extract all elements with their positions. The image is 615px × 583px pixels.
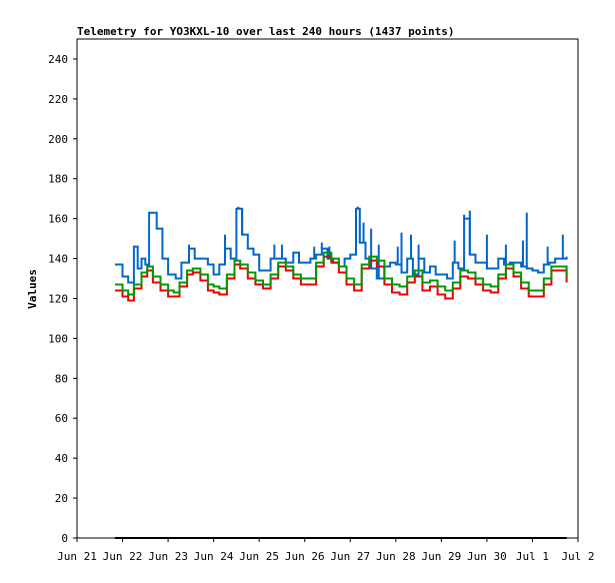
- x-tick-label: Jul 1: [516, 550, 549, 563]
- y-tick-label: 240: [48, 53, 68, 66]
- x-tick-label: Jun 30: [467, 550, 507, 563]
- x-tick-label: Jun 29: [421, 550, 461, 563]
- y-tick-label: 60: [55, 412, 68, 425]
- x-tick-label: Jun 24: [194, 550, 234, 563]
- x-tick-label: Jun 21: [57, 550, 97, 563]
- y-tick-label: 20: [55, 492, 68, 505]
- chart-title: Telemetry for YO3KXL-10 over last 240 ho…: [77, 25, 455, 38]
- y-tick-label: 200: [48, 133, 68, 146]
- y-tick-label: 80: [55, 372, 68, 385]
- series-line-1: [115, 255, 568, 302]
- y-tick-label: 160: [48, 213, 68, 226]
- x-tick-label: Jun 28: [376, 550, 416, 563]
- y-axis-label: Values: [26, 269, 39, 309]
- y-tick-label: 100: [48, 332, 68, 345]
- y-tick-label: 0: [61, 532, 68, 545]
- x-tick-label: Jul 2: [561, 550, 594, 563]
- x-tick-label: Jun 22: [103, 550, 143, 563]
- x-tick-label: Jun 27: [330, 550, 370, 563]
- y-tick-label: 180: [48, 173, 68, 186]
- series-line-2: [115, 251, 568, 296]
- y-tick-label: 140: [48, 253, 68, 266]
- y-tick-label: 120: [48, 292, 68, 305]
- series-layer: [115, 206, 568, 539]
- x-tick-label: Jun 25: [239, 550, 279, 563]
- x-tick-label: Jun 23: [148, 550, 188, 563]
- x-tick-label: Jun 26: [285, 550, 325, 563]
- x-axis: Jun 21 Jun 22 Jun 23 Jun 24 Jun 25 Jun 26 Jun …: [57, 538, 595, 563]
- y-tick-label: 40: [55, 452, 68, 465]
- y-axis: 0 20 40 60 80 100 120 140 160 180 200 220 240: [48, 53, 77, 545]
- y-tick-label: 220: [48, 93, 68, 106]
